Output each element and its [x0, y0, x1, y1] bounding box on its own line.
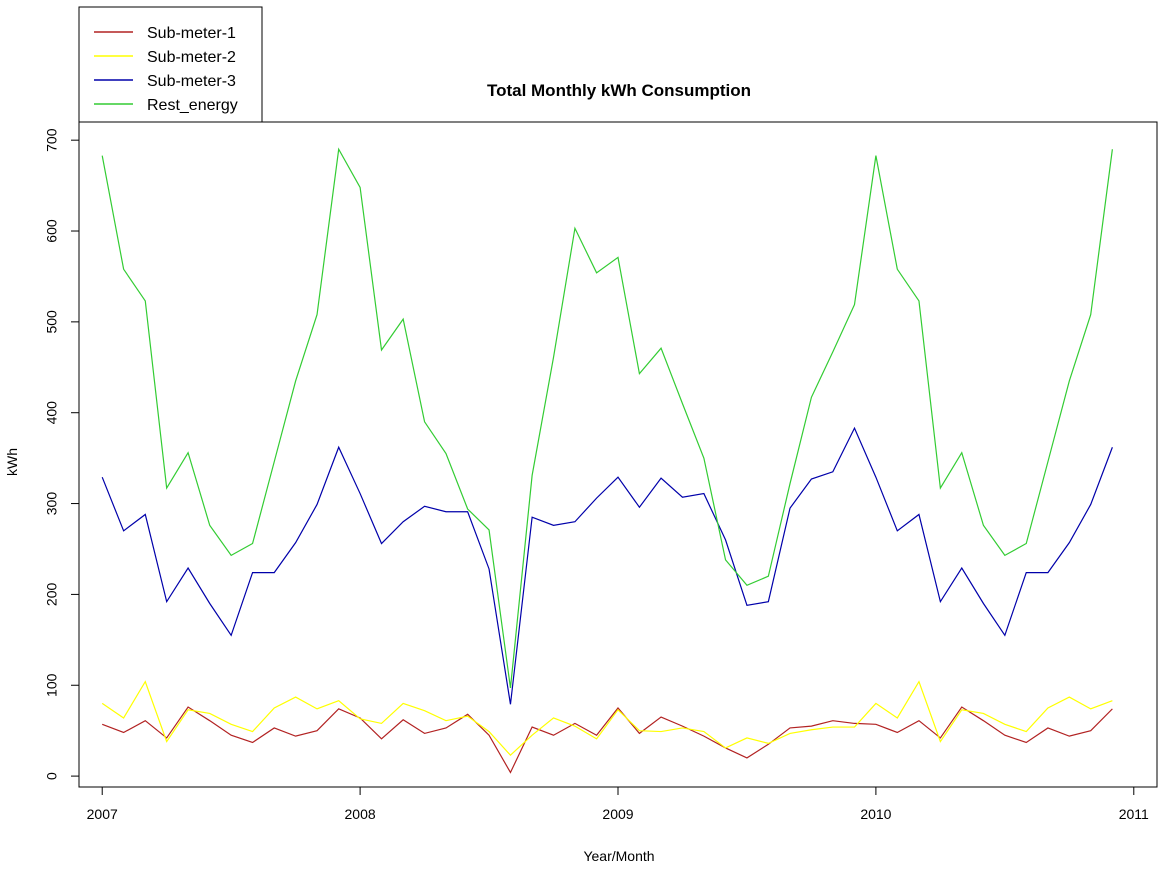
legend: Sub-meter-1 Sub-meter-2 Sub-meter-3 Rest_en…	[78, 6, 263, 123]
y-tick-label: 200	[44, 583, 60, 607]
legend-label-2: Sub-meter-2	[147, 49, 236, 66]
series-line-1	[101, 706, 1113, 774]
chart-title: Total Monthly kWh Consumption	[487, 81, 751, 100]
x-tick-label: 2008	[345, 806, 376, 822]
x-tick-label: 2010	[860, 806, 891, 822]
legend-box	[78, 6, 263, 123]
x-axis-title: Year/Month	[583, 848, 654, 864]
x-tick-label: 2007	[87, 806, 118, 822]
legend-label-1: Sub-meter-1	[147, 25, 236, 42]
y-tick-label: 600	[44, 219, 60, 243]
y-tick-label: 400	[44, 401, 60, 425]
legend-label-3: Sub-meter-3	[147, 73, 236, 90]
series-line-2	[101, 680, 1113, 757]
y-axis-title: kWh	[4, 448, 20, 476]
y-tick-label: 0	[44, 772, 60, 780]
y-tick-label: 500	[44, 310, 60, 334]
series-line-3	[101, 426, 1113, 705]
x-tick-label: 2011	[1119, 806, 1149, 822]
series-line-4	[101, 147, 1113, 689]
legend-label-4: Rest_energy	[147, 97, 238, 114]
y-tick-label: 100	[44, 673, 60, 697]
series-layer	[101, 147, 1113, 774]
plot-frame	[78, 121, 1158, 788]
y-tick-label: 700	[44, 128, 60, 152]
x-tick-label: 2009	[602, 806, 633, 822]
x-axis: 2007 2008 2009 2010 2011	[87, 786, 1149, 822]
y-axis: 0 100 200 300 400 500 600 700	[44, 128, 80, 780]
y-tick-label: 300	[44, 492, 60, 516]
